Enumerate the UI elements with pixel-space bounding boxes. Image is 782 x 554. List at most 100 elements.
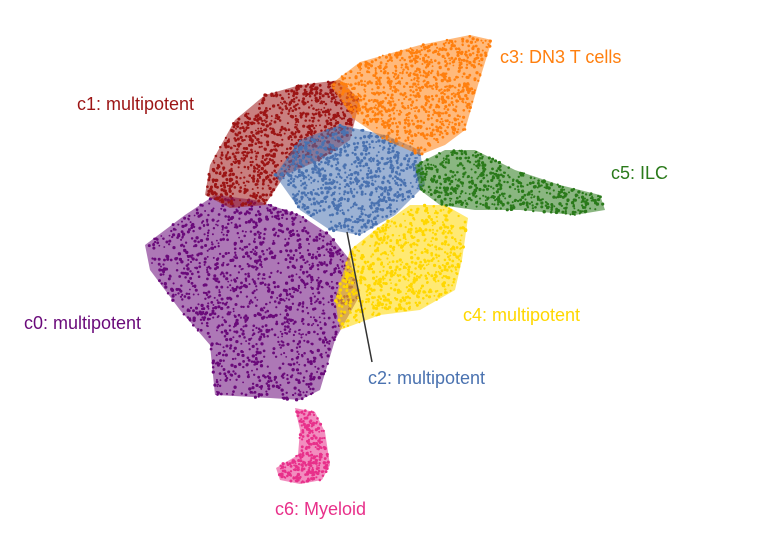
point-c4 — [409, 231, 412, 234]
point-c2 — [351, 205, 355, 208]
point-c0 — [208, 335, 212, 339]
point-c4 — [414, 249, 417, 252]
point-c1 — [247, 168, 250, 170]
point-c4 — [363, 260, 367, 264]
point-c3 — [347, 83, 350, 86]
point-c1 — [287, 128, 291, 132]
point-c4 — [408, 284, 411, 288]
point-c2 — [329, 173, 333, 177]
point-c0 — [334, 291, 337, 295]
point-c0 — [298, 363, 301, 366]
point-c0 — [298, 242, 302, 247]
point-c1 — [249, 202, 253, 205]
point-c0 — [298, 345, 301, 348]
point-c4 — [345, 285, 349, 289]
point-c1 — [216, 163, 220, 167]
point-c0 — [322, 235, 325, 238]
point-c2 — [339, 197, 342, 200]
point-c5 — [580, 204, 584, 207]
point-c3 — [455, 105, 458, 108]
point-c2 — [343, 193, 346, 196]
point-c0 — [211, 233, 214, 236]
point-c0 — [204, 243, 208, 248]
point-c2 — [317, 146, 320, 149]
point-c0 — [262, 315, 266, 319]
point-c0 — [215, 378, 218, 381]
point-c2 — [323, 139, 326, 143]
point-c2 — [383, 189, 387, 193]
point-c4 — [443, 240, 448, 244]
point-c2 — [333, 127, 337, 130]
point-c1 — [211, 167, 216, 172]
point-c1 — [303, 88, 307, 92]
point-c3 — [458, 69, 461, 72]
point-c3 — [386, 59, 390, 63]
point-c1 — [261, 161, 265, 165]
point-c3 — [408, 132, 411, 136]
point-c0 — [323, 336, 327, 339]
point-c3 — [395, 55, 399, 59]
point-c3 — [458, 57, 461, 61]
point-c3 — [480, 64, 483, 67]
point-c0 — [268, 329, 271, 332]
point-c0 — [334, 330, 338, 334]
point-c5 — [415, 170, 419, 174]
point-c2 — [353, 220, 357, 224]
point-c3 — [441, 135, 445, 139]
point-c3 — [405, 81, 409, 85]
point-c2 — [343, 149, 347, 153]
point-c2 — [299, 145, 304, 149]
point-c0 — [317, 253, 322, 257]
point-c3 — [462, 128, 465, 131]
point-c1 — [207, 178, 211, 182]
point-c0 — [313, 316, 315, 319]
point-c1 — [270, 115, 273, 118]
point-c1 — [266, 109, 269, 112]
point-c0 — [254, 296, 257, 299]
point-c0 — [205, 237, 210, 241]
point-c0 — [286, 320, 289, 324]
point-c3 — [421, 62, 424, 66]
point-c2 — [302, 164, 305, 168]
point-c0 — [325, 263, 329, 267]
point-c1 — [328, 112, 331, 116]
point-c0 — [207, 273, 211, 277]
point-c2 — [412, 165, 415, 168]
point-c0 — [223, 350, 226, 353]
point-c2 — [351, 128, 355, 132]
point-c0 — [186, 230, 190, 234]
point-c0 — [269, 301, 271, 304]
point-c2 — [377, 203, 381, 207]
point-c1 — [262, 111, 265, 114]
point-c1 — [336, 121, 340, 125]
point-c3 — [377, 91, 380, 94]
point-c4 — [385, 241, 389, 245]
point-c5 — [544, 201, 547, 203]
point-c1 — [265, 177, 268, 180]
point-c3 — [375, 107, 379, 110]
point-c3 — [457, 118, 460, 121]
point-c1 — [214, 178, 218, 182]
point-c3 — [464, 50, 468, 54]
point-c1 — [263, 133, 267, 137]
point-c1 — [310, 116, 313, 119]
point-c4 — [345, 320, 348, 323]
point-c1 — [236, 148, 239, 151]
point-c1 — [318, 92, 322, 96]
point-c3 — [479, 53, 483, 57]
point-c0 — [332, 338, 336, 342]
point-c3 — [409, 47, 412, 50]
point-c0 — [180, 230, 184, 234]
point-c0 — [234, 256, 237, 259]
point-c0 — [272, 241, 276, 245]
point-c4 — [376, 257, 380, 261]
point-c4 — [338, 292, 341, 294]
point-c4 — [399, 267, 402, 271]
point-c5 — [588, 194, 591, 197]
point-c4 — [354, 291, 358, 295]
point-c3 — [422, 121, 426, 124]
point-c0 — [303, 226, 306, 230]
point-c4 — [390, 220, 393, 223]
point-c1 — [228, 179, 232, 183]
